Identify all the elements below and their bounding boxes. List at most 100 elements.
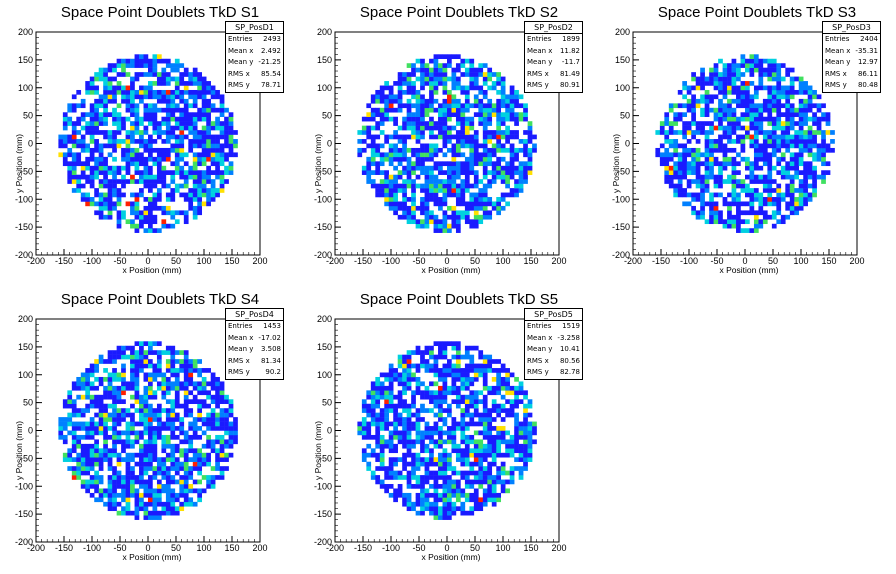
heatmap-cell: [174, 85, 180, 91]
heatmap-cell: [753, 112, 759, 117]
heatmap-cell: [514, 376, 519, 382]
heatmap-cell: [192, 385, 198, 391]
heatmap-cell: [156, 107, 162, 113]
heatmap-cell: [682, 121, 688, 126]
heatmap-cell: [71, 161, 77, 167]
heatmap-cell: [500, 385, 506, 391]
heatmap-cell: [785, 147, 791, 153]
heatmap-cell: [228, 152, 234, 158]
heatmap-cell: [156, 188, 162, 193]
heatmap-cell: [125, 130, 131, 135]
heatmap-cell: [433, 443, 439, 449]
heatmap-cell: [67, 147, 73, 153]
heatmap-cell: [812, 143, 817, 149]
heatmap-cell: [62, 152, 68, 158]
heatmap-cell: [518, 399, 524, 404]
heatmap-cell: [215, 412, 220, 418]
heatmap-cell: [366, 161, 372, 167]
heatmap-cell: [406, 179, 412, 184]
heatmap-cell: [429, 170, 434, 175]
heatmap-cell: [406, 183, 412, 189]
heatmap-cell: [361, 408, 367, 413]
heatmap-cell: [366, 134, 372, 140]
heatmap-cell: [785, 130, 791, 135]
heatmap-cell: [139, 359, 144, 364]
heatmap-cell: [397, 430, 403, 436]
heatmap-cell: [165, 112, 171, 117]
y-tick-label: -100: [15, 481, 33, 491]
heatmap-cell: [143, 430, 149, 436]
heatmap-cell: [228, 161, 234, 167]
heatmap-cell: [487, 434, 493, 440]
heatmap-cell: [447, 506, 452, 512]
heatmap-cell: [156, 54, 162, 60]
heatmap-cell: [812, 183, 817, 189]
heatmap-cell: [130, 81, 135, 86]
heatmap-cell: [165, 345, 171, 351]
heatmap-cell: [201, 76, 207, 82]
heatmap-cell: [201, 183, 207, 189]
heatmap-cell: [433, 479, 439, 485]
heatmap-cell: [487, 170, 493, 175]
heatmap-cell: [366, 174, 372, 180]
heatmap-cell: [455, 470, 461, 476]
heatmap-cell: [686, 125, 692, 131]
heatmap-cell: [188, 363, 194, 369]
heatmap-cell: [447, 497, 452, 503]
heatmap-cell: [415, 430, 421, 436]
heatmap-cell: [85, 85, 91, 91]
heatmap-cell: [402, 381, 407, 387]
y-tick-label: 200: [18, 314, 33, 324]
heatmap-cell: [482, 417, 488, 422]
heatmap-cell: [473, 470, 479, 476]
heatmap-cell: [700, 121, 705, 126]
heatmap-cell: [740, 179, 746, 184]
heatmap-cell: [491, 479, 497, 485]
stats-box: SP_PosD4 Entries 1453 Mean x -17.02 Mean y…: [225, 308, 284, 380]
heatmap-cell: [460, 457, 466, 462]
heatmap-cell: [731, 67, 737, 73]
heatmap-cell: [148, 475, 153, 480]
heatmap-cell: [740, 143, 746, 149]
heatmap-cell: [469, 219, 475, 225]
heatmap-cell: [98, 479, 104, 485]
heatmap-cell: [482, 214, 488, 220]
heatmap-cell: [402, 426, 407, 431]
heatmap-cell: [415, 417, 421, 422]
heatmap-cell: [206, 484, 211, 489]
heatmap-cell: [686, 192, 692, 198]
heatmap-cell: [215, 399, 220, 404]
heatmap-cell: [438, 439, 443, 445]
heatmap-cell: [215, 152, 220, 158]
heatmap-cell: [375, 443, 381, 449]
heatmap-cell: [89, 479, 95, 485]
heatmap-cell: [116, 72, 122, 77]
heatmap-cell: [379, 479, 385, 485]
heatmap-cell: [438, 412, 443, 418]
heatmap-cell: [771, 76, 777, 82]
heatmap-cell: [388, 103, 394, 109]
heatmap-cell: [192, 466, 198, 471]
heatmap-cell: [156, 94, 162, 100]
heatmap-cell: [686, 98, 692, 104]
y-tick-label: -150: [15, 222, 33, 232]
heatmap-cell: [771, 188, 777, 193]
heatmap-cell: [798, 139, 804, 144]
heatmap-cell: [442, 228, 448, 233]
heatmap-cell: [500, 461, 506, 467]
heatmap-cell: [785, 183, 791, 189]
heatmap-cell: [375, 134, 381, 140]
heatmap-cell: [713, 179, 719, 184]
heatmap-cell: [152, 390, 158, 396]
heatmap-cell: [429, 439, 434, 445]
heatmap-cell: [76, 156, 82, 162]
heatmap-cell: [429, 452, 434, 458]
heatmap-cell: [753, 147, 759, 153]
heatmap-cell: [433, 219, 439, 225]
heatmap-cell: [71, 170, 77, 175]
heatmap-cell: [700, 112, 705, 117]
heatmap-cell: [447, 112, 452, 117]
heatmap-cell: [780, 125, 786, 131]
heatmap-cell: [411, 170, 416, 175]
x-tick-label: 150: [523, 543, 538, 553]
